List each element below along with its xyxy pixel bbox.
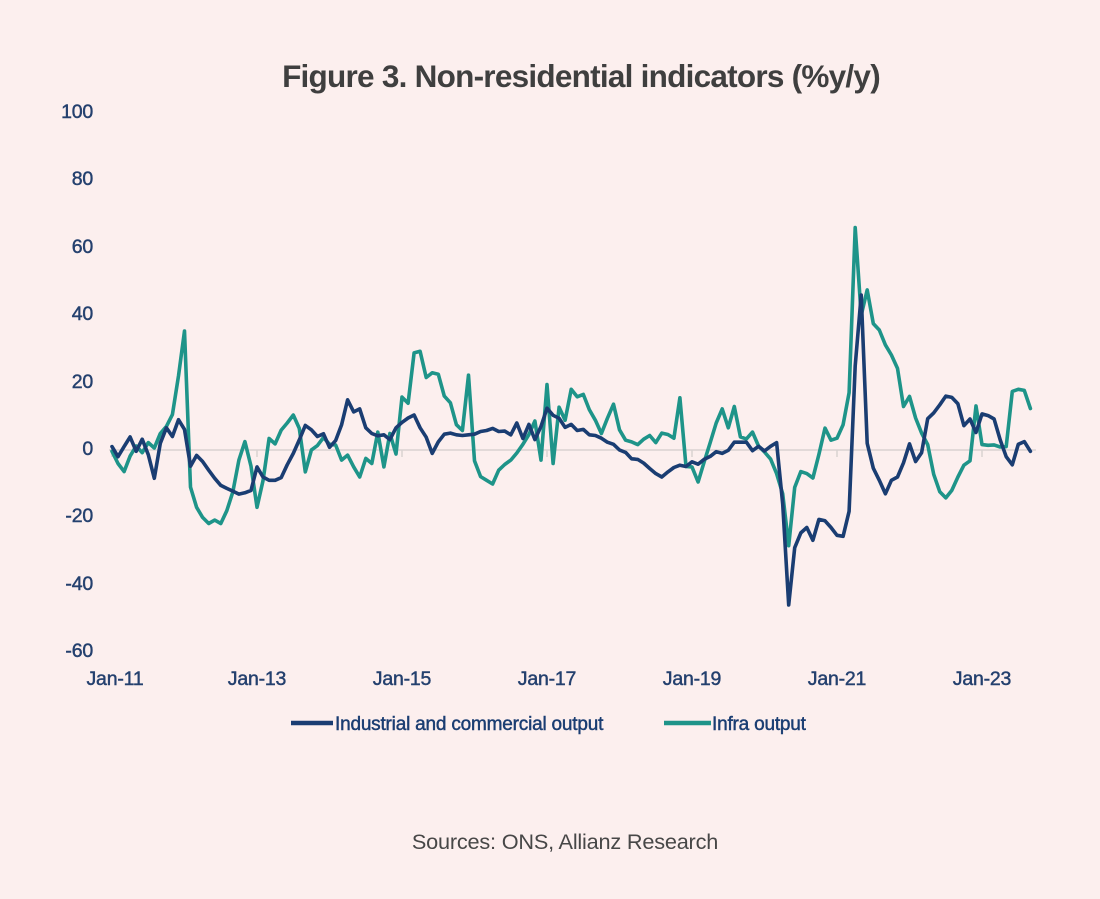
svg-text:Jan-23: Jan-23	[953, 668, 1011, 690]
svg-text:0: 0	[82, 438, 93, 460]
svg-text:40: 40	[72, 303, 94, 325]
svg-text:Jan-13: Jan-13	[228, 668, 286, 690]
svg-text:-60: -60	[65, 640, 93, 662]
svg-text:-40: -40	[65, 573, 93, 595]
svg-text:Jan-11: Jan-11	[87, 668, 144, 690]
svg-text:Figure 3. Non-residential indi: Figure 3. Non-residential indicators (%y…	[282, 58, 880, 94]
svg-text:80: 80	[72, 168, 94, 190]
svg-text:Jan-21: Jan-21	[808, 668, 866, 690]
svg-text:Jan-17: Jan-17	[518, 668, 576, 690]
svg-text:-20: -20	[65, 505, 93, 527]
svg-text:Sources: ONS, Allianz Research: Sources: ONS, Allianz Research	[412, 829, 718, 854]
svg-text:Jan-19: Jan-19	[663, 668, 721, 690]
svg-text:20: 20	[72, 371, 94, 393]
svg-text:60: 60	[72, 236, 94, 258]
svg-text:Infra output: Infra output	[712, 714, 807, 735]
svg-text:Jan-15: Jan-15	[373, 668, 432, 690]
svg-text:Industrial and commercial outp: Industrial and commercial output	[335, 714, 604, 735]
svg-text:100: 100	[61, 101, 93, 123]
